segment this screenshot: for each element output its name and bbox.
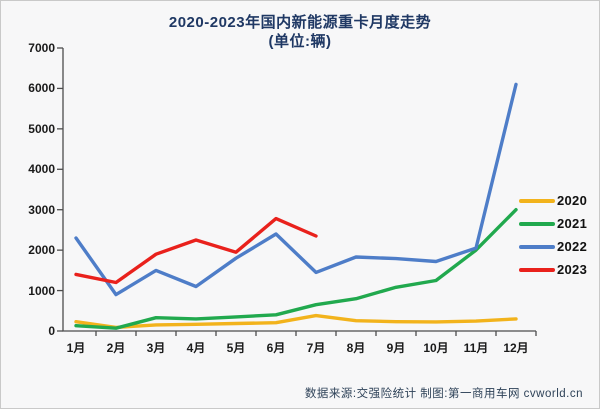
y-tick-label: 7000 [28,41,55,55]
legend-item-2021: 2021 [519,212,599,235]
footer-credit: 数据来源:交强险统计 制图:第一商用车网 cvworld.cn [304,388,583,400]
legend-swatch-2020 [519,198,555,203]
legend-item-2022: 2022 [519,235,599,258]
chart-title-line1: 2020-2023年国内新能源重卡月度走势 [168,14,432,31]
x-tick-label: 8月 [346,341,366,355]
legend-item-2023: 2023 [519,258,599,281]
x-tick-label: 1月 [66,341,86,355]
y-tick-label: 0 [48,324,55,338]
x-tick-label: 4月 [186,341,206,355]
legend: 2020 2021 2022 2023 [519,189,599,281]
legend-label: 2023 [557,262,588,277]
x-tick-label: 2月 [106,341,126,355]
y-tick-label: 4000 [28,162,55,177]
x-tick-label: 10月 [423,341,449,355]
y-tick-label: 6000 [28,81,55,96]
series-line-2021 [74,207,518,330]
x-tick-label: 12月 [503,341,529,355]
series-line-2023 [74,216,318,285]
x-tick-label: 6月 [266,341,286,355]
legend-swatch-2021 [519,221,555,226]
legend-label: 2020 [557,193,588,208]
series-line-2020 [74,313,518,330]
legend-label: 2022 [557,239,588,254]
chart-title: 2020-2023年国内新能源重卡月度走势 (单位:辆) [1,13,599,51]
y-tick-label: 3000 [28,202,55,217]
legend-label: 2021 [557,216,588,231]
y-tick-label: 5000 [28,121,55,136]
x-tick-label: 7月 [306,341,326,355]
x-tick-label: 5月 [226,341,246,355]
series-line-2022 [74,82,518,297]
legend-swatch-2023 [519,267,555,272]
y-tick-label: 2000 [28,243,55,258]
x-tick-label: 3月 [146,341,166,355]
x-tick-label: 9月 [386,341,406,355]
x-tick-label: 11月 [463,341,489,355]
chart-title-line2: (单位:辆) [268,33,332,50]
legend-swatch-2022 [519,244,555,249]
legend-item-2020: 2020 [519,189,599,212]
y-tick-label: 1000 [28,283,55,298]
